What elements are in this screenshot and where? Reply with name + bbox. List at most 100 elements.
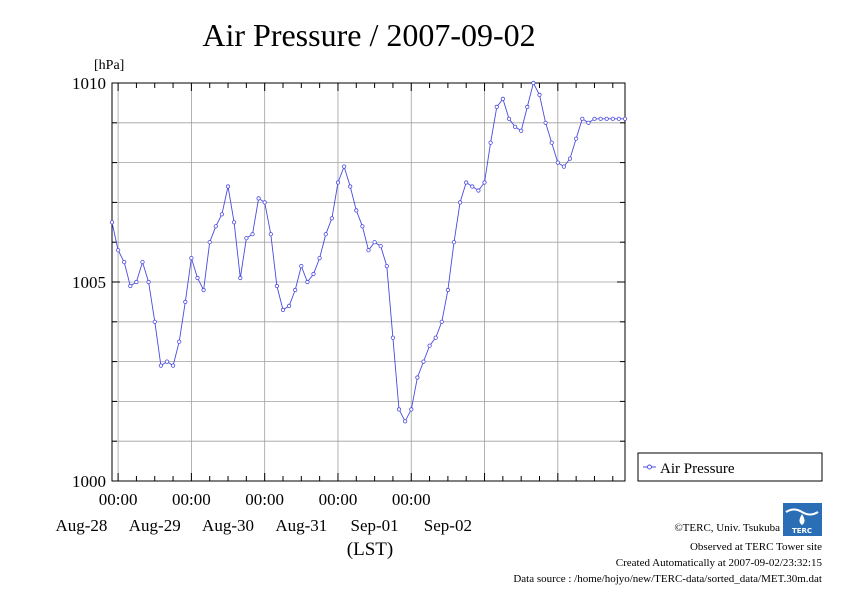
data-point xyxy=(372,240,377,245)
data-point xyxy=(268,232,273,237)
data-point xyxy=(262,200,267,205)
data-point xyxy=(341,164,347,169)
credit-copyright: ©TERC, Univ. Tsukuba xyxy=(674,522,780,534)
data-point xyxy=(488,140,493,145)
data-point xyxy=(207,240,212,245)
data-point xyxy=(116,248,121,253)
y-tick-label: 1000 xyxy=(72,472,106,491)
y-tick-label: 1005 xyxy=(72,273,106,292)
x-tick-label: 00:00 xyxy=(245,490,284,509)
y-axis-unit: [hPa] xyxy=(94,58,124,73)
data-point xyxy=(543,120,548,125)
data-point xyxy=(525,104,530,110)
legend-label: Air Pressure xyxy=(660,461,735,477)
data-point xyxy=(195,275,200,281)
legend: Air Pressure xyxy=(637,452,823,482)
data-point xyxy=(122,259,127,265)
data-point xyxy=(311,271,316,277)
data-point xyxy=(134,279,139,285)
data-point xyxy=(415,375,420,380)
data-point xyxy=(396,407,402,412)
data-point xyxy=(366,248,371,253)
data-point xyxy=(177,339,182,344)
data-point xyxy=(140,259,145,265)
data-point xyxy=(280,307,286,312)
data-point xyxy=(128,283,133,289)
legend-box xyxy=(637,452,823,482)
x-axis: 00:00 00:00 00:00 00:00 00:00 Aug-28 Aug-29 Aug… xyxy=(55,83,614,535)
data-point xyxy=(531,80,536,86)
terc-logo-drop-icon xyxy=(799,514,805,525)
x-day-label: Aug-31 xyxy=(275,516,327,535)
x-tick-label: 00:00 xyxy=(172,490,211,509)
data-point xyxy=(470,184,475,189)
data-point xyxy=(427,343,432,348)
data-point xyxy=(610,116,615,121)
data-point xyxy=(500,96,505,102)
data-point xyxy=(158,363,163,368)
data-point xyxy=(561,164,567,169)
data-point xyxy=(482,180,487,185)
data-point xyxy=(476,188,481,193)
data-point xyxy=(293,287,298,293)
data-point xyxy=(555,160,560,165)
data-point xyxy=(494,104,499,110)
data-point xyxy=(378,244,383,249)
data-point xyxy=(189,255,194,261)
data-point xyxy=(317,255,322,261)
data-point xyxy=(580,116,585,121)
data-point xyxy=(506,116,512,121)
x-tick-label: 00:00 xyxy=(319,490,358,509)
terc-logo-text: TERC xyxy=(792,527,812,535)
data-point xyxy=(586,120,591,125)
data-point xyxy=(604,116,609,121)
data-point xyxy=(256,196,261,201)
data-point xyxy=(146,279,151,285)
data-point xyxy=(286,303,292,308)
credit-source: Data source : /home/hojyo/new/TERC-data/… xyxy=(513,573,822,585)
data-point xyxy=(109,220,115,225)
data-point xyxy=(232,220,237,225)
x-day-label: Aug-29 xyxy=(129,516,181,535)
data-point xyxy=(567,156,573,161)
data-point xyxy=(183,299,188,304)
data-point xyxy=(305,279,310,285)
data-point xyxy=(433,335,438,340)
data-point xyxy=(213,224,218,229)
data-point xyxy=(335,180,341,185)
data-point xyxy=(323,232,328,237)
data-point xyxy=(219,212,224,217)
data-point xyxy=(537,92,542,98)
data-point xyxy=(402,419,408,424)
data-point xyxy=(384,263,389,269)
terc-logo: TERC xyxy=(783,503,822,536)
data-point xyxy=(152,319,157,324)
data-point xyxy=(409,407,414,412)
data-point xyxy=(421,359,426,364)
x-tick-label: 00:00 xyxy=(392,490,431,509)
data-point xyxy=(622,116,628,121)
x-day-label: Sep-01 xyxy=(351,516,399,535)
credit-observed: Observed at TERC Tower site xyxy=(690,541,822,553)
legend-swatch-marker xyxy=(647,464,652,470)
data-point xyxy=(329,216,334,221)
x-day-label: Aug-28 xyxy=(55,516,107,535)
grid xyxy=(112,83,625,481)
x-day-label: Aug-30 xyxy=(202,516,254,535)
data-point xyxy=(439,319,444,324)
data-point xyxy=(274,283,279,289)
credit-created: Created Automatically at 2007-09-02/23:3… xyxy=(616,557,823,569)
data-point xyxy=(171,363,176,368)
data-point xyxy=(616,116,622,121)
data-point xyxy=(457,200,463,205)
data-point xyxy=(360,224,365,229)
data-point xyxy=(451,240,457,245)
data-point xyxy=(244,236,249,241)
terc-logo-wave xyxy=(785,508,819,516)
data-point xyxy=(445,287,450,293)
x-day-label: Sep-02 xyxy=(424,516,472,535)
series-layer xyxy=(109,80,628,424)
data-point xyxy=(354,208,359,213)
data-point xyxy=(464,180,469,185)
